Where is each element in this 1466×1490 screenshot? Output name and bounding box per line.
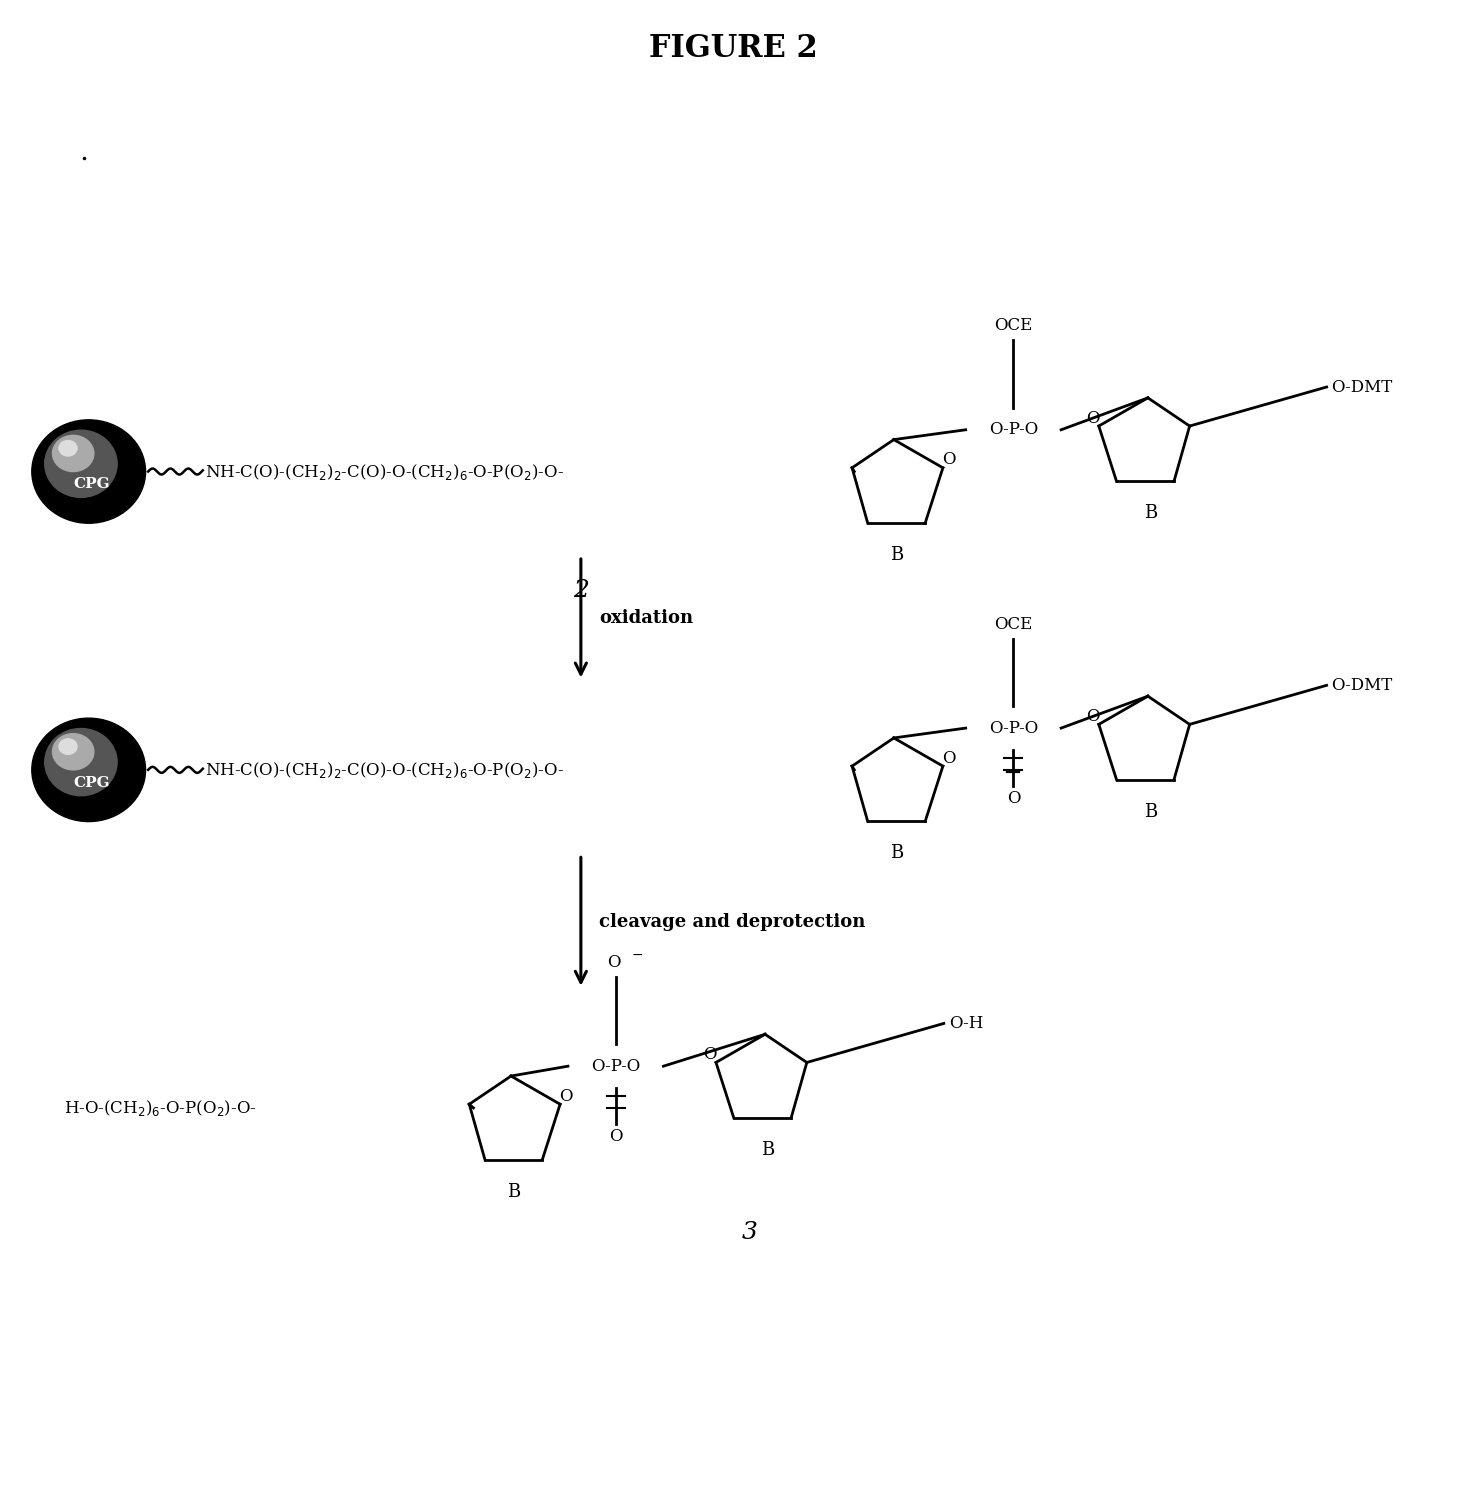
Text: O-P-O: O-P-O [988, 720, 1038, 736]
Ellipse shape [53, 733, 94, 770]
Text: O-DMT: O-DMT [1331, 378, 1393, 395]
Text: O: O [704, 1046, 717, 1062]
Text: O: O [560, 1088, 573, 1104]
Text: −: − [632, 948, 644, 963]
Text: NH-C(O)-(CH$_2$)$_2$-C(O)-O-(CH$_2$)$_6$-O-P(O$_2$)-O-: NH-C(O)-(CH$_2$)$_2$-C(O)-O-(CH$_2$)$_6$… [205, 760, 564, 779]
Text: O: O [1007, 790, 1020, 806]
Text: O: O [943, 451, 956, 468]
Text: B: B [761, 1141, 774, 1159]
Text: O: O [608, 1128, 623, 1144]
Ellipse shape [59, 441, 78, 456]
Text: O-H: O-H [949, 1015, 984, 1033]
Text: CPG: CPG [73, 477, 110, 492]
Text: O-P-O: O-P-O [988, 422, 1038, 438]
Ellipse shape [45, 729, 117, 796]
Text: oxidation: oxidation [598, 609, 693, 627]
Text: cleavage and deprotection: cleavage and deprotection [598, 912, 865, 931]
Text: O: O [943, 749, 956, 767]
Text: B: B [1143, 803, 1157, 821]
Ellipse shape [32, 420, 145, 523]
Ellipse shape [59, 739, 78, 754]
Text: 2: 2 [573, 580, 589, 602]
Ellipse shape [53, 435, 94, 471]
Text: O: O [1086, 410, 1100, 426]
Text: B: B [890, 845, 903, 863]
Text: B: B [890, 547, 903, 565]
Text: NH-C(O)-(CH$_2$)$_2$-C(O)-O-(CH$_2$)$_6$-O-P(O$_2$)-O-: NH-C(O)-(CH$_2$)$_2$-C(O)-O-(CH$_2$)$_6$… [205, 462, 564, 481]
Text: OCE: OCE [994, 615, 1032, 633]
Text: B: B [507, 1183, 520, 1201]
Text: OCE: OCE [994, 317, 1032, 334]
Text: O: O [607, 954, 620, 970]
Text: FIGURE 2: FIGURE 2 [648, 33, 818, 64]
Text: O: O [1086, 708, 1100, 726]
Text: O-DMT: O-DMT [1331, 676, 1393, 694]
Ellipse shape [32, 718, 145, 821]
Ellipse shape [45, 431, 117, 498]
Text: O-P-O: O-P-O [591, 1058, 641, 1074]
Text: 3: 3 [742, 1220, 758, 1244]
Text: CPG: CPG [73, 776, 110, 790]
Text: B: B [1143, 504, 1157, 523]
Text: H-O-(CH$_2$)$_6$-O-P(O$_2$)-O-: H-O-(CH$_2$)$_6$-O-P(O$_2$)-O- [65, 1098, 257, 1118]
